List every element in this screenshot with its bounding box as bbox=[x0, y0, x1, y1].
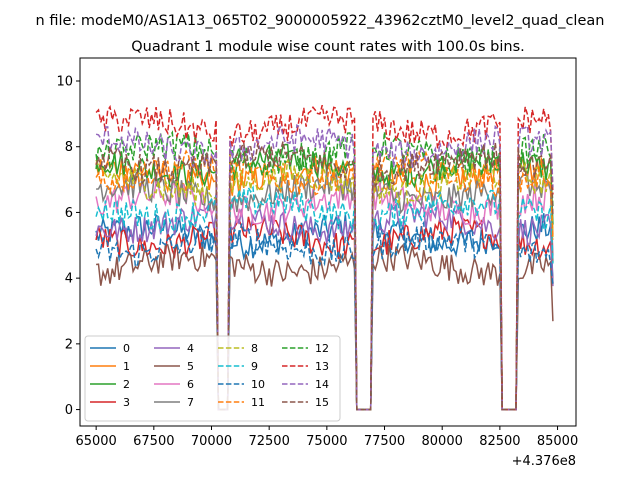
series-8-line bbox=[95, 158, 554, 411]
y-tick-label: 6 bbox=[65, 206, 73, 221]
y-tick-label: 2 bbox=[65, 337, 73, 352]
y-tick-label: 8 bbox=[65, 140, 73, 155]
series-15-line bbox=[95, 140, 554, 411]
legend-label-8: 8 bbox=[251, 342, 258, 355]
legend-label-9: 9 bbox=[251, 360, 258, 373]
legend-label-4: 4 bbox=[187, 342, 194, 355]
series-0-line bbox=[95, 213, 554, 411]
figure-suptitle: n file: modeM0/AS1A13_065T02_9000005922_… bbox=[36, 13, 605, 29]
legend-label-1: 1 bbox=[123, 360, 130, 373]
plot-area-frame bbox=[79, 57, 577, 427]
legend-box bbox=[84, 335, 341, 422]
legend-label-11: 11 bbox=[251, 396, 265, 409]
x-tick-label: 70000 bbox=[191, 434, 232, 449]
series-13-line bbox=[95, 104, 554, 411]
x-tick-label: 67500 bbox=[133, 434, 174, 449]
legend-label-13: 13 bbox=[315, 360, 329, 373]
x-tick-label: 85000 bbox=[537, 434, 578, 449]
x-axis: 65000 67500 70000 72500 75000 77500 80000 82500… bbox=[75, 426, 578, 449]
legend-label-12: 12 bbox=[315, 342, 329, 355]
legend-label-2: 2 bbox=[123, 378, 130, 391]
legend-label-15: 15 bbox=[315, 396, 329, 409]
legend-label-7: 7 bbox=[187, 396, 194, 409]
series-4-line bbox=[95, 199, 554, 411]
y-axis: 0 2 4 6 8 10 bbox=[56, 75, 80, 418]
series-layer bbox=[95, 104, 554, 411]
x-offset-label: +4.376e8 bbox=[512, 454, 576, 469]
legend-label-14: 14 bbox=[315, 378, 329, 391]
x-tick-label: 77500 bbox=[364, 434, 405, 449]
series-10-line bbox=[95, 220, 554, 411]
series-11-line bbox=[95, 148, 554, 411]
chart-title: Quadrant 1 module wise count rates with … bbox=[131, 39, 525, 55]
legend-label-0: 0 bbox=[123, 342, 130, 355]
x-tick-label: 82500 bbox=[479, 434, 520, 449]
series-9-line bbox=[95, 185, 554, 411]
legend-label-10: 10 bbox=[251, 378, 265, 391]
y-tick-label: 4 bbox=[65, 272, 73, 287]
series-12-line bbox=[95, 130, 554, 411]
x-tick-label: 72500 bbox=[248, 434, 289, 449]
legend-label-6: 6 bbox=[187, 378, 194, 391]
y-tick-label: 10 bbox=[56, 75, 73, 90]
series-3-line bbox=[95, 214, 554, 411]
series-5-line bbox=[96, 241, 554, 411]
x-tick-label: 80000 bbox=[422, 434, 463, 449]
x-tick-label: 65000 bbox=[75, 434, 116, 449]
legend-label-5: 5 bbox=[187, 360, 194, 373]
legend-label-3: 3 bbox=[123, 396, 130, 409]
y-tick-label: 0 bbox=[65, 403, 73, 418]
x-tick-label: 75000 bbox=[306, 434, 347, 449]
